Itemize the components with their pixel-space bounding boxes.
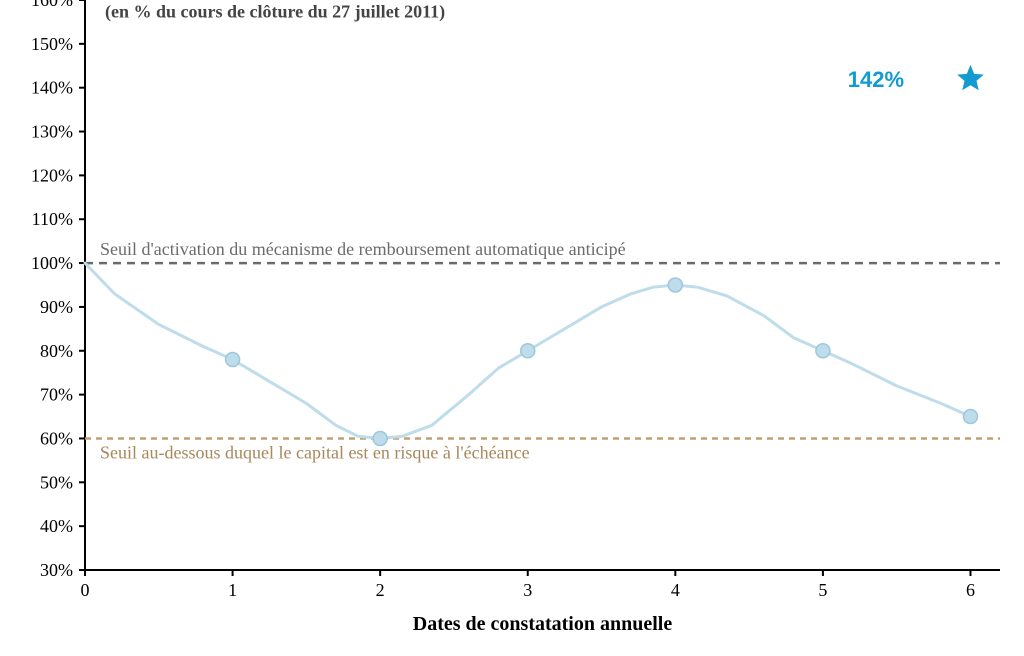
star-icon bbox=[957, 65, 984, 90]
x-tick-label: 4 bbox=[671, 580, 680, 600]
x-tick-label: 1 bbox=[228, 580, 237, 600]
x-tick-label: 6 bbox=[966, 580, 975, 600]
y-tick-label: 100% bbox=[31, 253, 73, 273]
series-marker bbox=[226, 353, 240, 367]
x-tick-label: 5 bbox=[818, 580, 827, 600]
y-tick-label: 130% bbox=[31, 122, 73, 142]
x-tick-label: 2 bbox=[376, 580, 385, 600]
chart-subtitle: (en % du cours de clôture du 27 juillet … bbox=[105, 2, 445, 23]
y-tick-label: 140% bbox=[31, 78, 73, 98]
series-marker bbox=[373, 431, 387, 445]
y-tick-label: 160% bbox=[31, 0, 73, 10]
y-tick-label: 30% bbox=[40, 560, 73, 580]
x-tick-label: 3 bbox=[523, 580, 532, 600]
x-tick-label: 0 bbox=[81, 580, 90, 600]
line-chart: 30%40%50%60%70%80%90%100%110%120%130%140… bbox=[0, 0, 1024, 656]
series-marker bbox=[963, 410, 977, 424]
callout-label: 142% bbox=[848, 67, 904, 92]
y-tick-label: 70% bbox=[40, 385, 73, 405]
chart-svg: 30%40%50%60%70%80%90%100%110%120%130%140… bbox=[0, 0, 1024, 656]
reference-label: Seuil d'activation du mécanisme de rembo… bbox=[100, 239, 626, 259]
series-marker bbox=[521, 344, 535, 358]
y-tick-label: 110% bbox=[32, 209, 73, 229]
series-marker bbox=[816, 344, 830, 358]
reference-label: Seuil au-dessous duquel le capital est e… bbox=[100, 442, 530, 462]
y-tick-label: 150% bbox=[31, 34, 73, 54]
y-tick-label: 80% bbox=[40, 341, 73, 361]
x-axis-title: Dates de constatation annuelle bbox=[413, 613, 673, 635]
y-tick-label: 60% bbox=[40, 428, 73, 448]
y-tick-label: 90% bbox=[40, 297, 73, 317]
y-tick-label: 40% bbox=[40, 516, 73, 536]
y-tick-label: 50% bbox=[40, 472, 73, 492]
series-marker bbox=[668, 278, 682, 292]
y-tick-label: 120% bbox=[31, 165, 73, 185]
